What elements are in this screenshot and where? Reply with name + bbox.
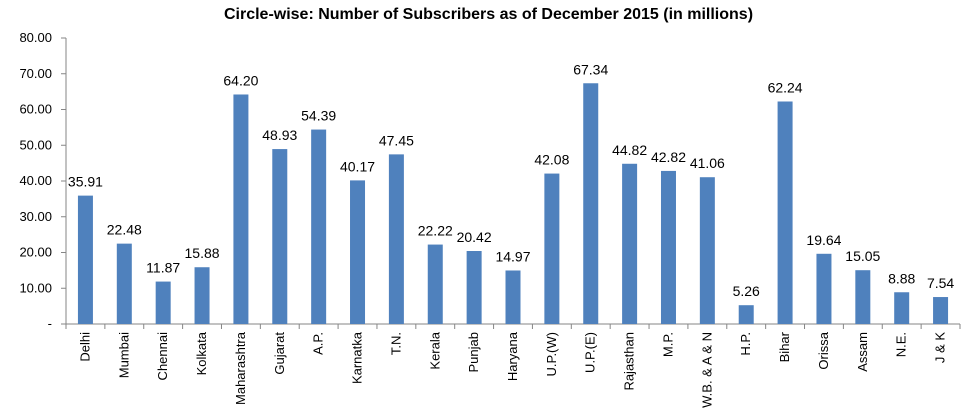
bar (311, 129, 327, 324)
data-label: 41.06 (690, 155, 725, 171)
data-label: 15.05 (845, 248, 880, 264)
category-label: Mumbai (116, 332, 131, 378)
y-tick-label: 10.00 (19, 280, 52, 295)
bar (77, 195, 93, 324)
data-label: 42.08 (534, 152, 569, 168)
category-label: Chennai (155, 332, 170, 381)
data-label: 22.48 (107, 222, 142, 238)
category-label: Delhi (77, 332, 92, 362)
bar (933, 297, 949, 324)
bar (233, 94, 249, 324)
y-tick-label: 80.00 (19, 30, 52, 45)
category-label: T.N. (388, 332, 403, 355)
data-label: 44.82 (612, 142, 647, 158)
data-label: 14.97 (495, 248, 530, 264)
bar (116, 243, 132, 324)
y-tick-label: 50.00 (19, 137, 52, 152)
category-label: J & K (933, 332, 948, 363)
data-label: 15.88 (185, 245, 220, 261)
bar (777, 101, 793, 324)
category-label: Karnatka (350, 331, 365, 384)
bar (894, 292, 910, 324)
data-label: 5.26 (733, 283, 760, 299)
data-label: 64.20 (223, 72, 258, 88)
category-label: Bihar (777, 331, 792, 362)
category-label: Haryana (505, 331, 520, 381)
bar (466, 250, 482, 324)
y-tick-label: - (48, 316, 52, 331)
data-label: 47.45 (379, 132, 414, 148)
data-label: 67.34 (573, 61, 608, 77)
bar (272, 149, 288, 324)
category-label: Assam (855, 332, 870, 372)
y-tick-label: 20.00 (19, 245, 52, 260)
category-label: H.P. (738, 332, 753, 356)
bar (855, 270, 871, 324)
chart-title: Circle-wise: Number of Subscribers as of… (223, 6, 754, 23)
data-label: 7.54 (927, 275, 954, 291)
data-label: 35.91 (68, 174, 103, 190)
bar (738, 305, 754, 324)
y-tick-label: 70.00 (19, 66, 52, 81)
category-label: Gujarat (272, 332, 287, 375)
bar (583, 83, 599, 325)
category-label: W.B. & A & N (699, 332, 714, 408)
data-label: 62.24 (768, 79, 803, 95)
bar (427, 244, 443, 324)
data-label: 54.39 (301, 108, 336, 124)
y-tick-label: 40.00 (19, 173, 52, 188)
category-label: Maharashtra (233, 331, 248, 405)
data-label: 48.93 (262, 127, 297, 143)
data-label: 42.82 (651, 149, 686, 165)
bar (350, 180, 366, 324)
category-label: Rajasthan (622, 332, 637, 391)
category-label: Orissa (816, 331, 831, 369)
bar (194, 267, 210, 324)
y-tick-label: 30.00 (19, 209, 52, 224)
bar (505, 270, 521, 324)
bar (816, 253, 832, 324)
bar (155, 281, 171, 324)
bar (388, 154, 404, 324)
data-label: 20.42 (457, 229, 492, 245)
category-label: Punjab (466, 332, 481, 372)
bar (622, 163, 638, 324)
category-label: A.P. (311, 332, 326, 355)
category-label: N.E. (894, 332, 909, 357)
data-label: 11.87 (146, 260, 180, 276)
category-label: Kolkata (194, 331, 209, 375)
category-label: U.P.(E) (583, 332, 598, 373)
category-label: M.P. (660, 332, 675, 357)
bar (660, 170, 676, 324)
bar (544, 173, 560, 324)
data-label: 19.64 (806, 232, 841, 248)
y-tick-label: 60.00 (19, 102, 52, 117)
category-label: U.P.(W) (544, 332, 559, 377)
data-label: 8.88 (888, 270, 915, 286)
category-label: Kerala (427, 331, 442, 369)
data-label: 40.17 (340, 158, 375, 174)
data-label: 22.22 (418, 223, 453, 239)
bar (699, 177, 715, 324)
